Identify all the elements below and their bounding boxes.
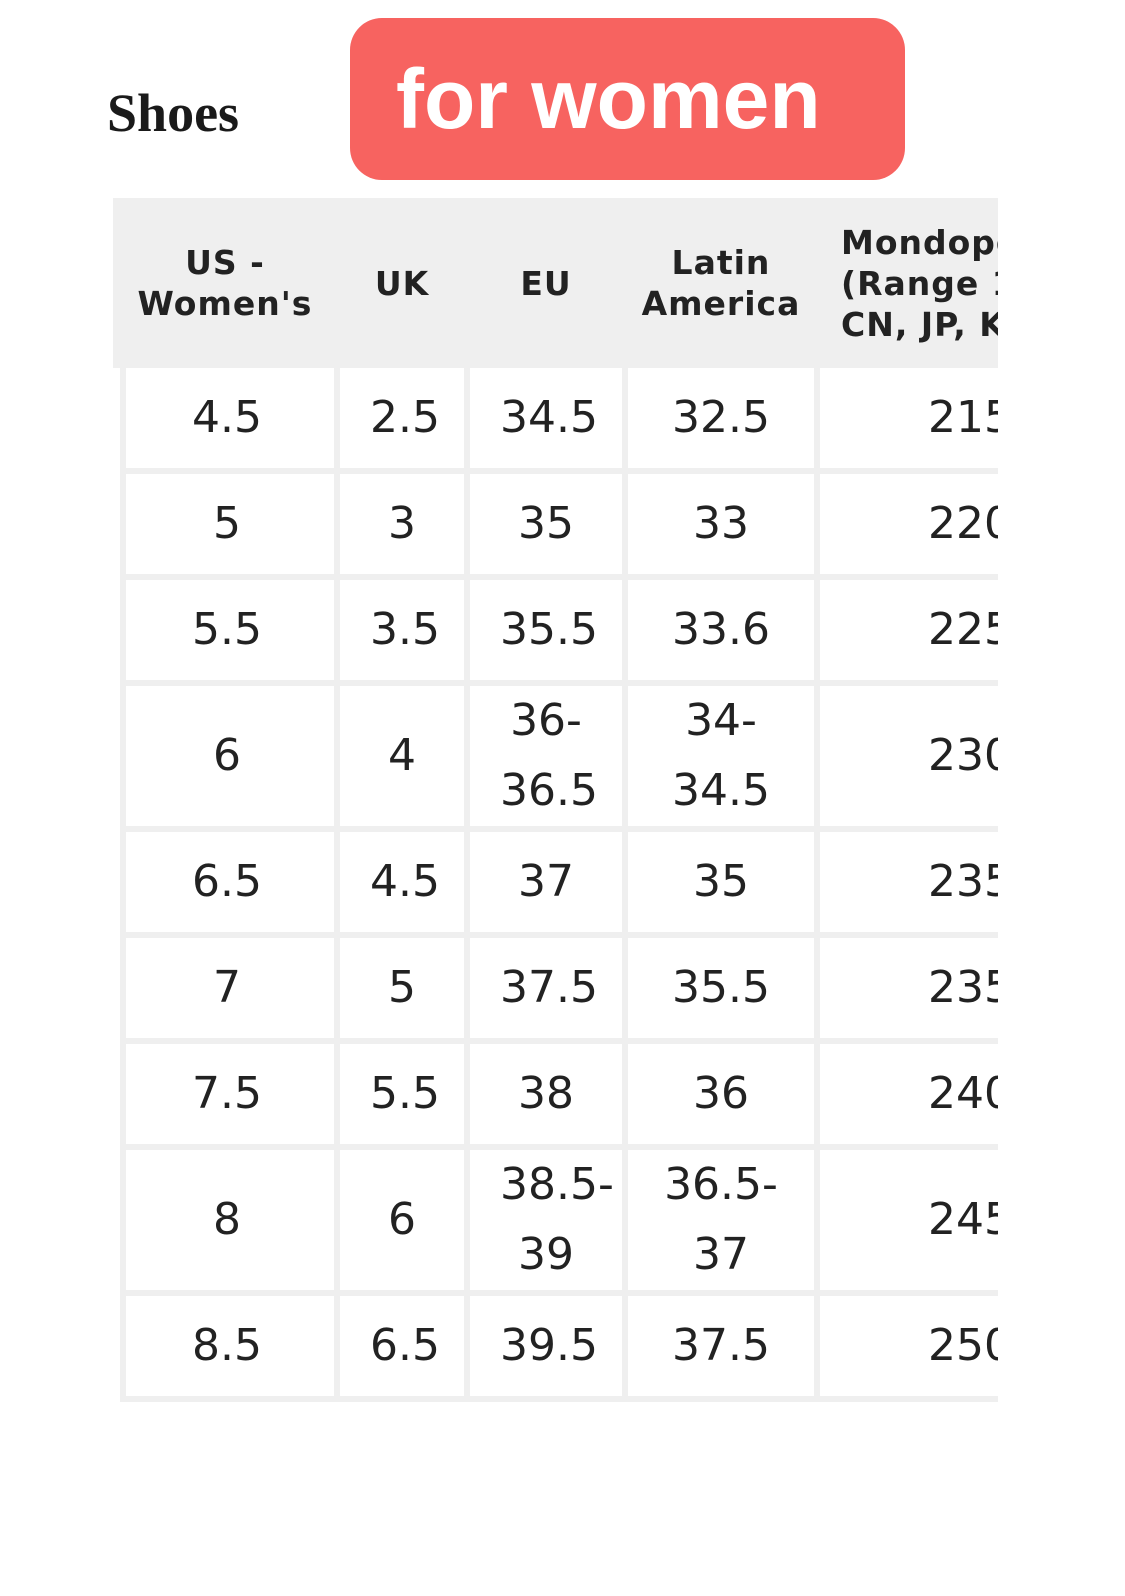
table-row: 7 5 37.5 35.5 235 <box>106 932 998 1044</box>
table-cell: 36-36.5 <box>464 680 628 832</box>
header-row: US -Women'sUKEULatinAmericaMondopo(Range… <box>113 198 998 368</box>
table-row: 6.5 4.5 37 35 235 <box>106 826 998 938</box>
table-cell: 215 <box>814 368 998 474</box>
table-cell: 8 <box>106 1144 340 1296</box>
table-cell: 4.5 <box>106 368 340 474</box>
table-cell: 35 <box>622 826 820 938</box>
table-cell: 5 <box>334 932 470 1044</box>
table-cell: 4.5 <box>334 826 470 938</box>
table-row: 7.5 5.5 38 36 240 <box>106 1038 998 1150</box>
header-line: Mondopo <box>841 222 998 262</box>
table-cell: 36 <box>622 1038 820 1150</box>
table-cell: 37 <box>464 826 628 938</box>
table-cell: 34.5 <box>464 368 628 474</box>
table-cell: 35.5 <box>464 574 628 686</box>
table-cell: 220 <box>814 468 998 580</box>
table-cell: 235 <box>814 932 998 1044</box>
header-line: America <box>641 284 801 323</box>
size-table: US -Women'sUKEULatinAmericaMondopo(Range… <box>106 198 998 1402</box>
table-cell: 6.5 <box>106 826 340 938</box>
column-header: US - Women's <box>113 198 337 368</box>
table-cell: 35.5 <box>622 932 820 1044</box>
table-cell: 38 <box>464 1038 628 1150</box>
table-cell: 33.6 <box>622 574 820 686</box>
table-cell: 33 <box>622 468 820 580</box>
table-cell: 240 <box>814 1038 998 1150</box>
table-cell: 35 <box>464 468 628 580</box>
table-cell: 250 <box>814 1290 998 1402</box>
table-row: 8.5 6.5 39.5 37.5 250 <box>106 1290 998 1402</box>
table-cell: 6 <box>106 680 340 832</box>
badge: for women <box>350 18 905 180</box>
table-cell: 7 <box>106 932 340 1044</box>
table-row: 5 3 35 33 220 <box>106 468 998 580</box>
table-container: US -Women'sUKEULatinAmericaMondopo(Range… <box>106 198 998 1538</box>
table-row: 4.5 2.5 34.5 32.5 215 <box>106 368 998 474</box>
column-header: UK <box>337 198 467 368</box>
header-line: UK <box>374 263 430 303</box>
table-body: 4.5 2.5 34.5 32.5 215 5 3 35 33 220 5.5 3.5 35.5 33.6… <box>106 368 998 1402</box>
column-header: Mondopo(Range 1CN, JP, K <box>817 198 998 368</box>
table-cell: 34-34.5 <box>622 680 820 832</box>
table-cell: 6 <box>334 1144 470 1296</box>
table-cell: 32.5 <box>622 368 820 474</box>
header-line: Women's <box>137 284 313 323</box>
table-cell: 8.5 <box>106 1290 340 1402</box>
table-cell: 39.5 <box>464 1290 628 1402</box>
table-cell: 37.5 <box>464 932 628 1044</box>
header-line: (Range 1 <box>841 263 998 303</box>
table-cell: 5.5 <box>106 574 340 686</box>
header-line: Latin <box>671 243 771 282</box>
table-row: 6 4 36-36.5 34-34.5 230 <box>106 680 998 832</box>
table-row: 8 6 38.5-39 36.5-37 245 <box>106 1144 998 1296</box>
table-cell: 38.5-39 <box>464 1144 628 1296</box>
table-cell: 37.5 <box>622 1290 820 1402</box>
header-line: US - <box>185 243 265 282</box>
table-cell: 235 <box>814 826 998 938</box>
table-cell: 5.5 <box>334 1038 470 1150</box>
table-cell: 7.5 <box>106 1038 340 1150</box>
table-cell: 2.5 <box>334 368 470 474</box>
table-cell: 225 <box>814 574 998 686</box>
table-cell: 245 <box>814 1144 998 1296</box>
table-cell: 5 <box>106 468 340 580</box>
column-header: EU <box>467 198 625 368</box>
page-title: Shoes <box>107 83 240 143</box>
table-row: 5.5 3.5 35.5 33.6 225 <box>106 574 998 686</box>
table-cell: 36.5-37 <box>622 1144 820 1296</box>
table-cell: 6.5 <box>334 1290 470 1402</box>
table-cell: 4 <box>334 680 470 832</box>
column-header: Latin America <box>625 198 817 368</box>
header-line: EU <box>520 263 572 303</box>
header-line: CN, JP, K <box>841 304 998 344</box>
table-cell: 3 <box>334 468 470 580</box>
table-cell: 230 <box>814 680 998 832</box>
table-cell: 3.5 <box>334 574 470 686</box>
